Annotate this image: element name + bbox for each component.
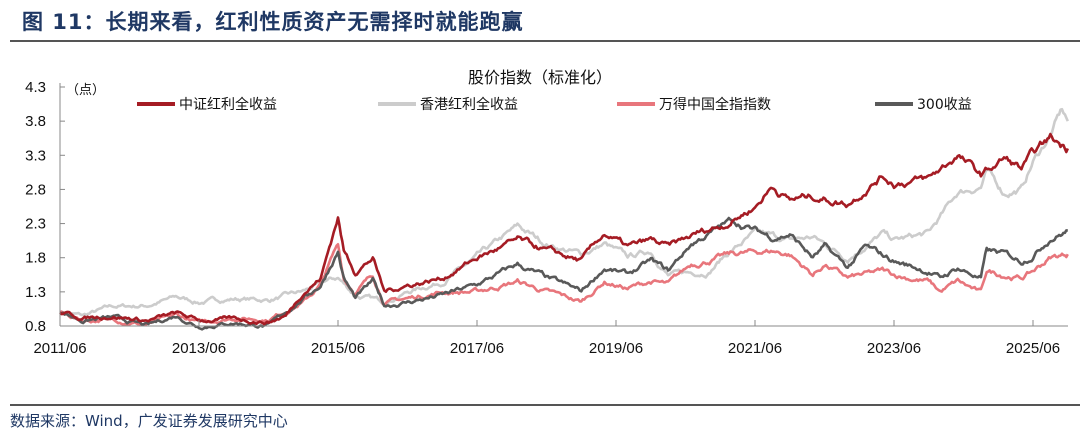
x-tick-label: 2017/06 (450, 340, 504, 357)
legend-item: 香港红利全收益 (378, 96, 518, 113)
x-tick-label: 2015/06 (311, 340, 365, 357)
footer-divider (10, 404, 1080, 406)
y-tick-label: 2.8 (25, 181, 46, 198)
series-line-1 (59, 107, 1069, 317)
series-line-2 (59, 243, 1069, 327)
legend-label: 中证红利全收益 (179, 96, 277, 113)
x-tick-label: 2023/06 (867, 340, 921, 357)
figure-title: 图 11：长期来看，红利性质资产无需择时就能跑赢 (22, 10, 524, 34)
legend-label: 300收益 (917, 97, 972, 113)
series-line-0 (59, 132, 1069, 326)
legend-item: 中证红利全收益 (137, 96, 277, 113)
source-note: 数据来源：Wind，广发证券发展研究中心 (10, 412, 288, 430)
y-tick-label: 1.3 (25, 284, 46, 301)
title-divider (10, 40, 1080, 42)
y-tick-label: 1.8 (25, 250, 46, 267)
y-tick-label: 0.8 (25, 318, 46, 335)
x-tick-label: 2013/06 (172, 340, 226, 357)
y-tick-label: 3.3 (25, 147, 46, 164)
y-tick-label: 3.8 (25, 113, 46, 130)
chart-title: 股价指数（标准化） (468, 68, 612, 87)
legend-label: 万得中国全指指数 (659, 96, 771, 113)
series-line-3 (60, 216, 1068, 331)
x-tick-label: 2011/06 (33, 340, 86, 357)
x-tick-label: 2021/06 (728, 340, 782, 357)
x-tick-label: 2025/06 (1006, 340, 1060, 357)
line-chart: 股价指数（标准化） （点） 0.8 1.3 1.8 2.3 2.8 3.3 3.8 4.3 20… (25, 68, 1069, 357)
x-tick-label: 2019/06 (589, 340, 643, 357)
y-tick-label: 2.3 (25, 216, 46, 233)
legend-item: 300收益 (875, 97, 972, 113)
y-axis-unit: （点） (66, 83, 105, 98)
y-tick-label: 4.3 (25, 79, 46, 96)
legend-label: 香港红利全收益 (420, 96, 518, 113)
legend-item: 万得中国全指指数 (617, 96, 771, 113)
